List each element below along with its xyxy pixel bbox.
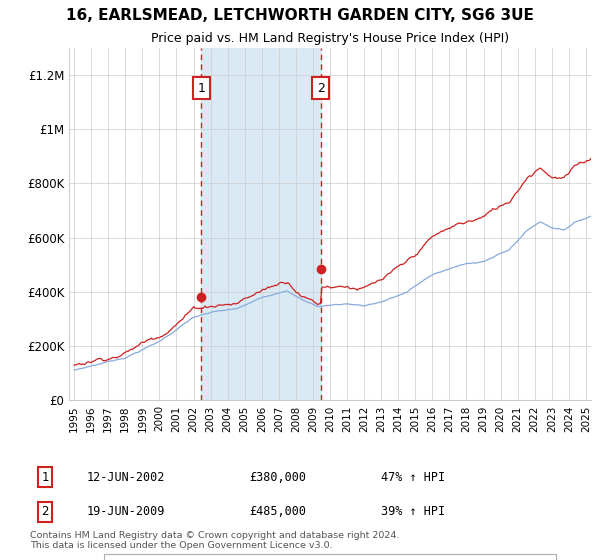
Text: Contains HM Land Registry data © Crown copyright and database right 2024.
This d: Contains HM Land Registry data © Crown c… xyxy=(30,530,400,550)
Text: 16, EARLSMEAD, LETCHWORTH GARDEN CITY, SG6 3UE: 16, EARLSMEAD, LETCHWORTH GARDEN CITY, S… xyxy=(66,8,534,24)
Text: 39% ↑ HPI: 39% ↑ HPI xyxy=(381,505,445,519)
Legend: 16, EARLSMEAD, LETCHWORTH GARDEN CITY, SG6 3UE (detached house), HPI: Average pr: 16, EARLSMEAD, LETCHWORTH GARDEN CITY, S… xyxy=(104,554,556,560)
Bar xyxy=(201,48,320,400)
Text: 12-JUN-2002: 12-JUN-2002 xyxy=(87,470,166,484)
Text: 1: 1 xyxy=(41,470,49,484)
Text: 19-JUN-2009: 19-JUN-2009 xyxy=(87,505,166,519)
Text: 2: 2 xyxy=(41,505,49,519)
Text: 1: 1 xyxy=(197,82,205,95)
Text: 2: 2 xyxy=(317,82,325,95)
Text: £485,000: £485,000 xyxy=(249,505,306,519)
Title: Price paid vs. HM Land Registry's House Price Index (HPI): Price paid vs. HM Land Registry's House … xyxy=(151,32,509,45)
Text: £380,000: £380,000 xyxy=(249,470,306,484)
Text: 47% ↑ HPI: 47% ↑ HPI xyxy=(381,470,445,484)
